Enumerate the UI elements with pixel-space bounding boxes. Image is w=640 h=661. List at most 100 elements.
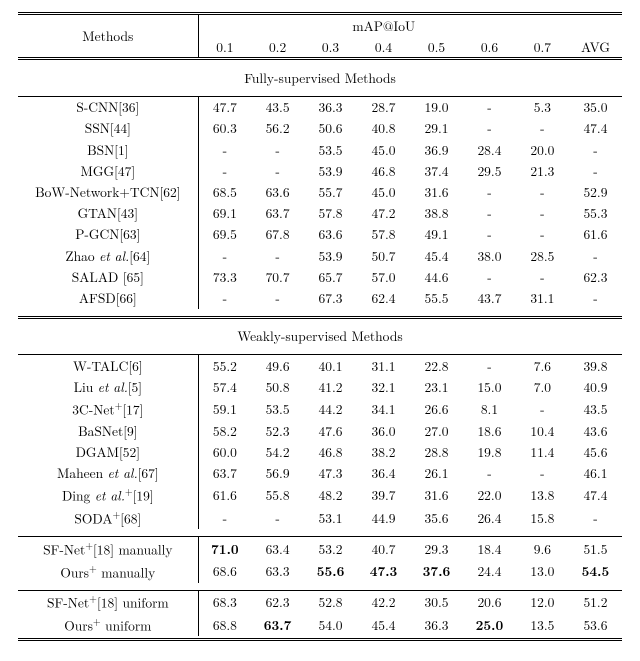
table-row: Maheen et al.[67]63.756.947.336.426.1--4… <box>18 463 622 484</box>
method-cell: SALAD [65] <box>18 266 198 287</box>
method-cell: DGAM[52] <box>18 441 198 462</box>
value-cell: 31.6 <box>410 182 463 203</box>
col-iou: 0.5 <box>410 36 463 57</box>
value-cell: - <box>516 118 569 139</box>
method-cell: P-GCN[63] <box>18 224 198 245</box>
value-cell: - <box>569 139 622 160</box>
value-cell: 47.4 <box>569 484 622 507</box>
value-cell: 44.6 <box>410 266 463 287</box>
value-cell: 73.3 <box>198 266 251 287</box>
value-cell: 36.9 <box>410 139 463 160</box>
value-cell: 23.1 <box>410 376 463 397</box>
value-cell: 25.0 <box>463 613 516 636</box>
value-cell: 34.1 <box>357 398 410 421</box>
table-row: Ours+ uniform68.863.754.045.436.325.013.… <box>18 613 622 636</box>
section-fully: Fully-supervised Methods <box>18 67 622 88</box>
value-cell: 45.4 <box>357 613 410 636</box>
method-cell: Ours+ uniform <box>18 613 198 636</box>
col-blank <box>569 15 622 36</box>
value-cell: 43.6 <box>569 420 622 441</box>
value-cell: 53.9 <box>304 245 357 266</box>
value-cell: 63.7 <box>198 463 251 484</box>
value-cell: 38.2 <box>357 441 410 462</box>
value-cell: 63.7 <box>251 613 304 636</box>
table-row: SF-Net+[18] uniform68.362.352.842.230.52… <box>18 590 622 613</box>
value-cell: 53.5 <box>251 398 304 421</box>
table-row: GTAN[43]69.163.757.847.238.8--55.3 <box>18 203 622 224</box>
value-cell: 7.6 <box>516 355 569 377</box>
value-cell: 5.3 <box>516 96 569 118</box>
value-cell: 49.1 <box>410 224 463 245</box>
value-cell: 55.8 <box>251 484 304 507</box>
value-cell: 36.0 <box>357 420 410 441</box>
value-cell: 47.6 <box>304 420 357 441</box>
table-row: SALAD [65]73.370.765.757.044.6--62.3 <box>18 266 622 287</box>
value-cell: 62.3 <box>569 266 622 287</box>
table-row: P-GCN[63]69.567.863.657.849.1--61.6 <box>18 224 622 245</box>
value-cell: 26.4 <box>463 507 516 530</box>
value-cell: 40.1 <box>304 355 357 377</box>
method-cell: SSN[44] <box>18 118 198 139</box>
value-cell: 12.0 <box>516 590 569 613</box>
method-cell: S-CNN[36] <box>18 96 198 118</box>
value-cell: 56.2 <box>251 118 304 139</box>
col-iou: 0.2 <box>251 36 304 57</box>
value-cell: 62.3 <box>251 590 304 613</box>
value-cell: 50.8 <box>251 376 304 397</box>
value-cell: - <box>198 160 251 181</box>
value-cell: - <box>251 139 304 160</box>
method-cell: Liu et al.[5] <box>18 376 198 397</box>
value-cell: 35.6 <box>410 507 463 530</box>
weak-body: W-TALC[6]55.249.640.131.122.8-7.639.8Liu… <box>18 355 622 530</box>
value-cell: - <box>516 266 569 287</box>
value-cell: - <box>463 118 516 139</box>
value-cell: 36.3 <box>304 96 357 118</box>
method-cell: BoW-Network+TCN[62] <box>18 182 198 203</box>
table-row: W-TALC[6]55.249.640.131.122.8-7.639.8 <box>18 355 622 377</box>
value-cell: 46.1 <box>569 463 622 484</box>
value-cell: 47.3 <box>357 560 410 583</box>
value-cell: 26.6 <box>410 398 463 421</box>
value-cell: 31.6 <box>410 484 463 507</box>
col-iou: 0.7 <box>516 36 569 57</box>
value-cell: 51.2 <box>569 590 622 613</box>
value-cell: - <box>463 203 516 224</box>
value-cell: 53.6 <box>569 613 622 636</box>
value-cell: 29.3 <box>410 537 463 560</box>
value-cell: - <box>463 182 516 203</box>
value-cell: 13.0 <box>516 560 569 583</box>
value-cell: 38.8 <box>410 203 463 224</box>
col-avg: AVG <box>569 36 622 57</box>
value-cell: 19.8 <box>463 441 516 462</box>
value-cell: 54.0 <box>304 613 357 636</box>
header-row-1: Methods mAP@IoU <box>18 15 622 36</box>
value-cell: 30.5 <box>410 590 463 613</box>
value-cell: 43.7 <box>463 288 516 309</box>
value-cell: - <box>516 203 569 224</box>
table-row: SODA+[68]--53.144.935.626.415.8- <box>18 507 622 530</box>
value-cell: 52.3 <box>251 420 304 441</box>
value-cell: 38.0 <box>463 245 516 266</box>
value-cell: 56.9 <box>251 463 304 484</box>
col-iou: 0.4 <box>357 36 410 57</box>
value-cell: 55.6 <box>304 560 357 583</box>
value-cell: 8.1 <box>463 398 516 421</box>
uniform-body: SF-Net+[18] uniform68.362.352.842.230.52… <box>18 590 622 636</box>
value-cell: 57.8 <box>357 224 410 245</box>
value-cell: 55.7 <box>304 182 357 203</box>
value-cell: 22.8 <box>410 355 463 377</box>
value-cell: 22.0 <box>463 484 516 507</box>
value-cell: - <box>251 288 304 309</box>
value-cell: - <box>569 288 622 309</box>
table-row: AFSD[66]--67.362.455.543.731.1- <box>18 288 622 309</box>
value-cell: 29.1 <box>410 118 463 139</box>
value-cell: 19.0 <box>410 96 463 118</box>
table-row: SF-Net+[18] manually71.063.453.240.729.3… <box>18 537 622 560</box>
value-cell: 45.6 <box>569 441 622 462</box>
method-cell: GTAN[43] <box>18 203 198 224</box>
table-row: BaSNet[9]58.252.347.636.027.018.610.443.… <box>18 420 622 441</box>
value-cell: - <box>198 245 251 266</box>
method-cell: MGG[47] <box>18 160 198 181</box>
value-cell: 40.7 <box>357 537 410 560</box>
value-cell: 20.6 <box>463 590 516 613</box>
